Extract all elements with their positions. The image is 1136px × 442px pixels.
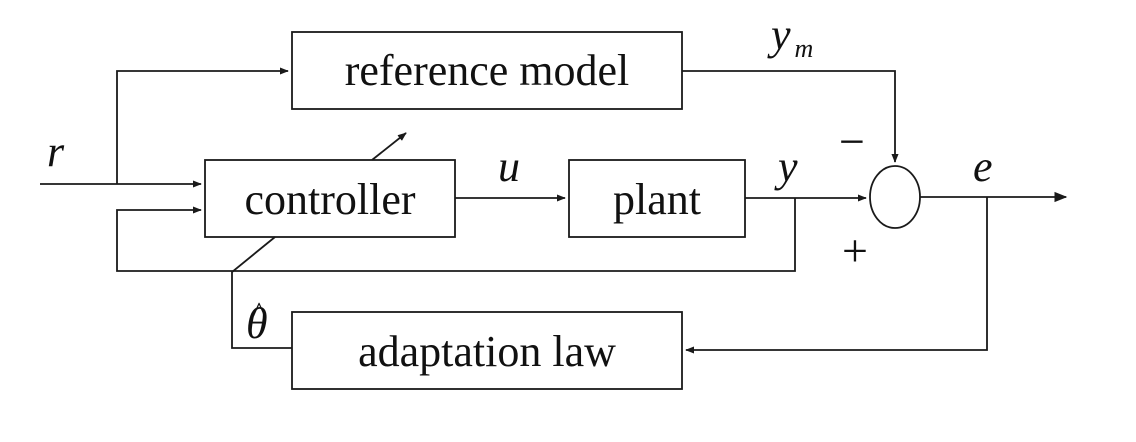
signal-u-label: u — [498, 142, 520, 191]
theta-hat-accent: ^ — [252, 296, 266, 329]
signal-ym-base: y — [767, 10, 791, 59]
signal-ym-label: y m — [767, 10, 813, 63]
signal-theta-hat-label: θ ^ — [246, 296, 268, 348]
minus-sign: − — [839, 116, 865, 167]
reference-branch-line — [116, 67, 289, 184]
adaptation-law-block: adaptation law — [291, 311, 683, 390]
summing-junction — [869, 165, 921, 229]
reference-model-label: reference model — [345, 46, 630, 95]
signal-e-label: e — [973, 142, 993, 191]
signal-y-label: y — [774, 142, 798, 191]
output-feedback-line — [116, 198, 796, 272]
plus-sign: + — [842, 225, 868, 276]
controller-block: controller — [204, 159, 456, 238]
theta-symbol: θ — [246, 299, 268, 348]
adaptation-law-label: adaptation law — [358, 327, 616, 376]
plant-label: plant — [613, 175, 701, 224]
adjustable-parameter-arrow — [371, 132, 407, 161]
reference-model-block: reference model — [291, 31, 683, 110]
plant-block: plant — [568, 159, 746, 238]
model-output-line — [682, 70, 899, 163]
signal-ym-subscript: m — [795, 34, 814, 63]
error-feedback-line — [685, 197, 988, 354]
parameter-estimate-line — [231, 236, 292, 349]
controller-label: controller — [244, 175, 415, 224]
signal-r-label: r — [47, 127, 65, 176]
